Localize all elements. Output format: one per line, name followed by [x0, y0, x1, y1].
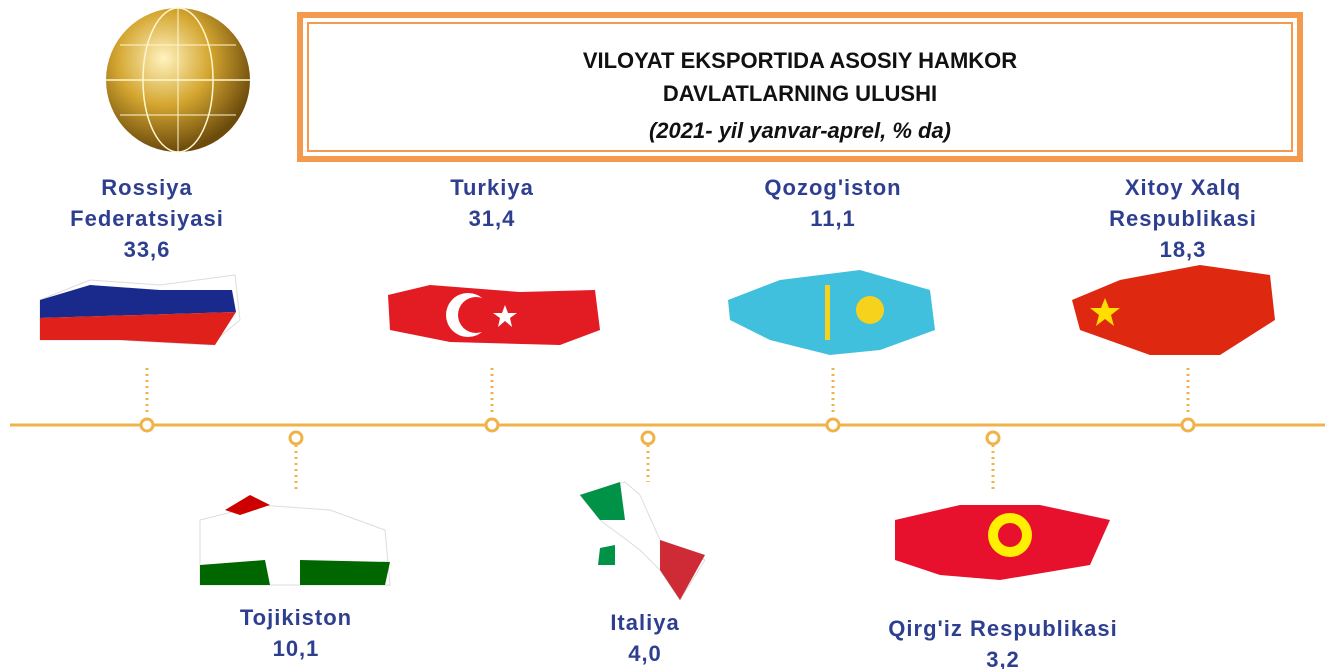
flag-turkey: [388, 285, 600, 345]
country-label: Qozog'iston 11,1: [723, 172, 943, 234]
globe: [106, 7, 250, 153]
flag-italy: [579, 481, 706, 601]
country-value: 10,1: [272, 636, 320, 661]
country-value: 4,0: [628, 641, 662, 666]
country-name: Tojikiston: [239, 605, 353, 630]
timeline-nodes: [139, 417, 1196, 446]
country-name: Rossiya Federatsiyasi: [70, 175, 224, 231]
country-label: Italiya 4,0: [545, 607, 745, 669]
flag-tajikistan: [199, 495, 391, 586]
country-value: 18,3: [1159, 237, 1207, 262]
title-line: VILOYAT EKSPORTIDA ASOSIY HAMKOR: [582, 48, 1018, 73]
title-box: VILOYAT EKSPORTIDA ASOSIY HAMKOR DAVLATL…: [297, 12, 1303, 162]
country-name: Qirg'iz Respublikasi: [888, 616, 1118, 641]
flag-kazakhstan: [728, 270, 935, 355]
country-name: Qozog'iston: [764, 175, 902, 200]
country-value: 11,1: [810, 206, 856, 231]
country-label: Tojikiston 10,1: [186, 602, 406, 664]
country-name: Turkiya: [450, 175, 534, 200]
flag-kyrgyzstan: [895, 505, 1110, 580]
subtitle: (2021- yil yanvar-aprel, % da): [648, 118, 952, 143]
title-line: DAVLATLARNING ULUSHI: [662, 81, 938, 106]
flag-china: [1072, 265, 1275, 355]
country-value: 31,4: [468, 206, 516, 231]
country-name: Italiya: [610, 610, 680, 635]
country-label: Xitoy Xalq Respublikasi 18,3: [1068, 172, 1298, 265]
connectors: [145, 368, 1190, 492]
country-label: Qirg'iz Respublikasi 3,2: [823, 613, 1183, 669]
country-label: Rossiya Federatsiyasi 33,6: [42, 172, 252, 265]
country-value: 33,6: [123, 237, 171, 262]
title-inner-border: [307, 22, 1293, 152]
country-value: 3,2: [986, 647, 1020, 669]
country-label: Turkiya 31,4: [392, 172, 592, 234]
country-name: Xitoy Xalq Respublikasi: [1109, 175, 1257, 231]
flag-russia: [39, 274, 241, 346]
